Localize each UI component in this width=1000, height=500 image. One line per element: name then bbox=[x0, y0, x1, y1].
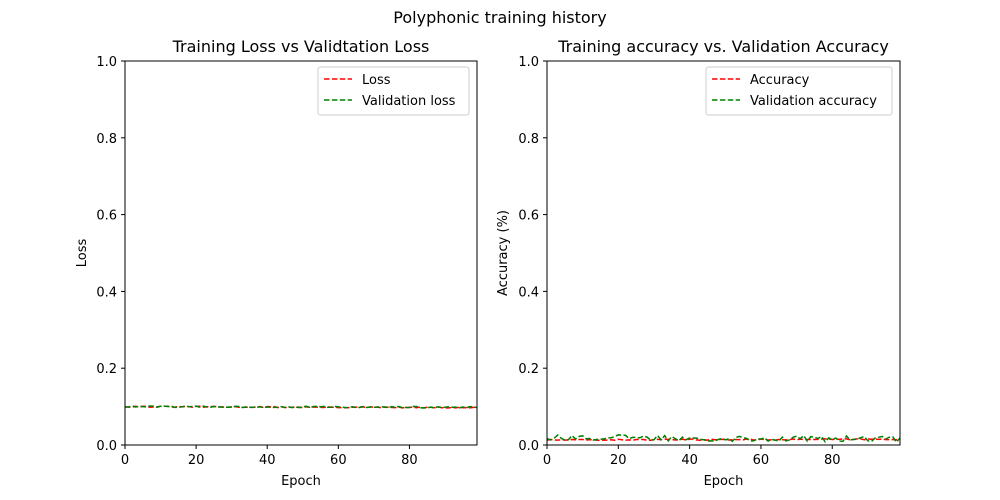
accuracy-y-tick-label: 0.8 bbox=[518, 132, 539, 147]
loss-ticks: 0 20 40 60 80 0.0 0.2 0.4 0.6 0.8 1.0 bbox=[96, 55, 417, 468]
loss-x-tick-label: 60 bbox=[330, 453, 347, 468]
loss-y-tick-label: 0.8 bbox=[96, 132, 117, 147]
accuracy-x-tick-label: 80 bbox=[824, 453, 841, 468]
loss-chart-title: Training Loss vs Validtation Loss bbox=[172, 37, 430, 56]
loss-y-tick-label: 0.6 bbox=[96, 209, 117, 224]
accuracy-x-tick-label: 60 bbox=[753, 453, 770, 468]
loss-x-tick-label: 0 bbox=[121, 453, 129, 468]
accuracy-panel: Training accuracy vs. Validation Accurac… bbox=[496, 37, 901, 489]
accuracy-y-tick-label: 0.6 bbox=[518, 209, 539, 224]
loss-legend: Loss Validation loss bbox=[317, 66, 470, 116]
loss-y-tick-label: 0.0 bbox=[96, 439, 117, 454]
accuracy-legend-frame bbox=[705, 66, 893, 116]
loss-legend-frame bbox=[317, 66, 470, 116]
loss-series-line-2 bbox=[124, 405, 478, 409]
loss-x-axis-label: Epoch bbox=[281, 474, 321, 489]
loss-y-axis-label: Loss bbox=[75, 239, 90, 268]
accuracy-y-tick-label: 0.4 bbox=[518, 285, 539, 300]
loss-x-tick-label: 20 bbox=[188, 453, 205, 468]
loss-y-tick-label: 0.4 bbox=[96, 285, 117, 300]
accuracy-y-tick-label: 1.0 bbox=[518, 55, 539, 70]
accuracy-plot-frame bbox=[546, 60, 901, 446]
accuracy-series-lines bbox=[546, 433, 901, 444]
loss-x-tick-label: 40 bbox=[259, 453, 276, 468]
loss-x-tick-label: 80 bbox=[401, 453, 418, 468]
loss-plot-frame bbox=[124, 60, 478, 446]
accuracy-legend-label-1: Accuracy bbox=[750, 73, 810, 88]
accuracy-legend-label-2: Validation accuracy bbox=[750, 94, 877, 109]
accuracy-x-axis-label: Epoch bbox=[704, 474, 744, 489]
loss-y-tick-label: 1.0 bbox=[96, 55, 117, 70]
loss-series-lines bbox=[124, 405, 478, 409]
loss-panel: Training Loss vs Validtation Loss Epoch … bbox=[75, 37, 478, 489]
loss-legend-label-1: Loss bbox=[362, 73, 391, 88]
accuracy-y-axis-label: Accuracy (%) bbox=[496, 210, 511, 296]
loss-legend-label-2: Validation loss bbox=[362, 94, 456, 109]
accuracy-x-tick-label: 40 bbox=[681, 453, 698, 468]
loss-y-tick-label: 0.2 bbox=[96, 362, 117, 377]
accuracy-y-tick-label: 0.0 bbox=[518, 439, 539, 454]
accuracy-y-tick-label: 0.2 bbox=[518, 362, 539, 377]
accuracy-x-tick-label: 20 bbox=[610, 453, 627, 468]
accuracy-x-tick-label: 0 bbox=[543, 453, 551, 468]
figure-suptitle: Polyphonic training history bbox=[393, 8, 606, 27]
accuracy-ticks: 0 20 40 60 80 0.0 0.2 0.4 0.6 0.8 1.0 bbox=[518, 55, 840, 468]
accuracy-chart-title: Training accuracy vs. Validation Accurac… bbox=[557, 37, 889, 56]
accuracy-legend: Accuracy Validation accuracy bbox=[705, 66, 893, 116]
accuracy-series-line-2 bbox=[546, 433, 901, 444]
